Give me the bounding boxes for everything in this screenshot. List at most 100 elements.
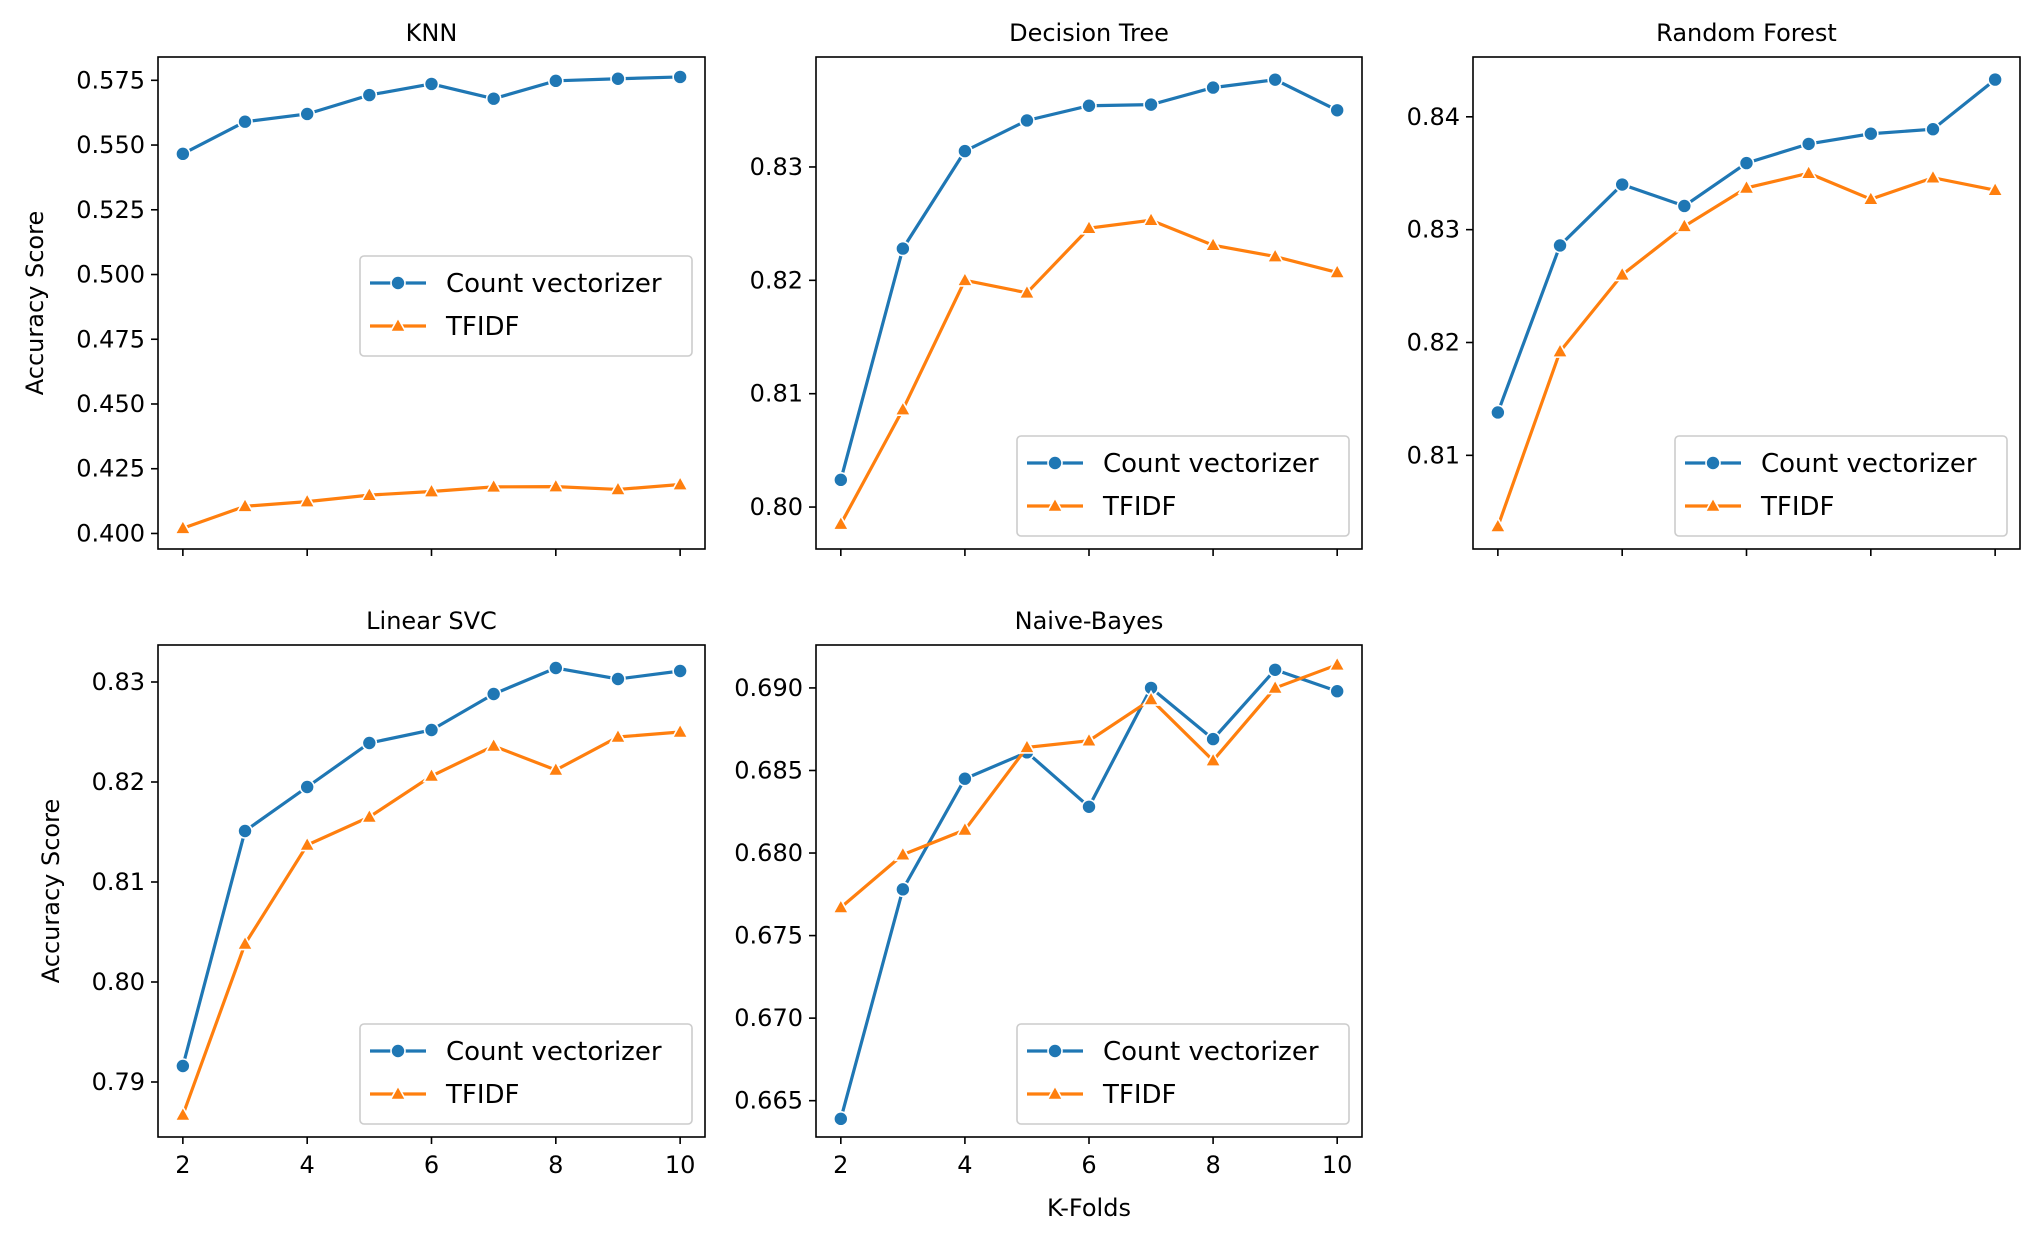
y-tick-label: 0.500 [76,261,145,289]
data-point-count-vectorizer [548,73,564,89]
x-axis-label: K-Folds [1047,1194,1131,1222]
axes-frame [815,56,1363,550]
y-tick-label: 0.82 [750,266,803,294]
data-point-count-vectorizer [1329,683,1345,700]
data-point-count-vectorizer [299,779,315,795]
subplot-title: Linear SVC [366,607,497,635]
legend-box [359,255,693,357]
legend-label-count-vectorizer: Count vectorizer [1103,1037,1319,1067]
data-point-tfidf [831,514,850,531]
data-point-count-vectorizer [1143,96,1159,113]
data-point-tfidf [298,491,317,509]
data-point-count-vectorizer [895,240,911,257]
data-point-tfidf [1488,516,1507,533]
axes-frame [157,56,706,550]
data-point-count-vectorizer [672,69,688,85]
x-tick-label: 10 [665,1151,696,1179]
data-point-tfidf [1924,168,1942,185]
y-tick-label: 0.81 [92,868,145,896]
data-point-count-vectorizer [175,1058,191,1074]
data-point-tfidf [1675,216,1694,233]
legend-label-count-vectorizer: Count vectorizer [446,1037,662,1067]
data-point-tfidf [1799,163,1818,180]
data-point-count-vectorizer [957,143,973,159]
data-point-tfidf [422,481,441,498]
legend-marker-count-vectorizer [1047,1043,1063,1059]
data-point-count-vectorizer [1205,79,1221,96]
data-point-count-vectorizer [423,722,440,738]
y-tick-label: 0.665 [734,1087,803,1115]
y-tick-label: 0.690 [734,674,803,702]
data-point-count-vectorizer [1925,121,1941,138]
x-tick-label: 2 [833,1151,848,1179]
data-point-count-vectorizer [548,660,564,676]
data-point-tfidf [671,474,690,491]
y-axis-label: Accuracy Score [37,799,65,983]
y-tick-label: 0.83 [1407,216,1460,244]
x-tick-label: 4 [300,1151,315,1179]
subplot-title: KNN [406,19,458,47]
y-axis-label: Accuracy Score [21,211,49,395]
data-point-tfidf [546,476,565,493]
y-tick-label: 0.525 [76,196,145,224]
data-point-count-vectorizer [1019,112,1035,129]
legend: Count vectorizer TFIDF [359,1023,693,1125]
legend-label-tfidf: TFIDF [445,312,519,342]
data-point-tfidf [1017,737,1036,754]
data-point-tfidf [1613,265,1632,282]
y-tick-label: 0.475 [76,325,145,353]
data-point-count-vectorizer [833,1111,849,1127]
data-point-count-vectorizer [299,106,315,122]
x-tick-label: 4 [957,1151,972,1179]
data-point-count-vectorizer [237,823,253,839]
legend-label-tfidf: TFIDF [445,1080,519,1110]
data-point-tfidf [1142,210,1161,227]
data-point-tfidf [1017,283,1036,300]
legend-marker-tfidf [389,316,407,333]
legend-label-count-vectorizer: Count vectorizer [446,269,662,299]
data-point-count-vectorizer [1552,237,1568,254]
data-point-tfidf [1986,180,2005,197]
data-point-tfidf [1204,750,1223,767]
data-point-count-vectorizer [1329,102,1345,119]
legend-label-tfidf: TFIDF [1760,492,1834,522]
data-point-count-vectorizer [423,76,440,92]
data-point-count-vectorizer [672,663,688,679]
y-tick-label: 0.83 [92,668,145,696]
legend: Count vectorizer TFIDF [1016,435,1350,537]
subplot-title: Decision Tree [1009,19,1169,47]
y-tick-label: 0.450 [76,390,145,418]
x-tick-label: 2 [175,1151,190,1179]
legend-box [1016,1023,1350,1125]
data-point-tfidf [1142,689,1161,706]
data-point-tfidf [1861,189,1880,206]
data-point-tfidf [1551,341,1569,358]
data-point-tfidf [893,845,912,862]
data-point-count-vectorizer [895,881,911,898]
data-point-tfidf [360,807,379,824]
data-point-count-vectorizer [1081,798,1097,815]
legend-marker-count-vectorizer [1705,455,1721,471]
data-point-tfidf [1328,262,1347,279]
data-point-tfidf [298,835,317,852]
y-tick-label: 0.400 [76,519,145,547]
data-point-tfidf [1266,246,1285,263]
legend-box [1674,435,2008,537]
data-point-count-vectorizer [1267,661,1283,678]
legend-box [359,1023,693,1125]
y-tick-label: 0.82 [92,768,145,796]
data-point-tfidf [609,727,627,744]
data-point-count-vectorizer [1490,404,1506,421]
data-point-tfidf [236,934,254,951]
data-point-tfidf [1080,218,1098,235]
data-point-count-vectorizer [1987,71,2003,88]
y-tick-label: 0.79 [92,1068,145,1096]
data-point-count-vectorizer [1205,731,1221,747]
legend: Count vectorizer TFIDF [1674,435,2008,537]
data-point-count-vectorizer [485,686,502,702]
legend-marker-count-vectorizer [390,275,406,291]
data-point-tfidf [484,477,503,494]
data-point-count-vectorizer [175,146,191,162]
legend-marker-count-vectorizer [1047,455,1063,471]
